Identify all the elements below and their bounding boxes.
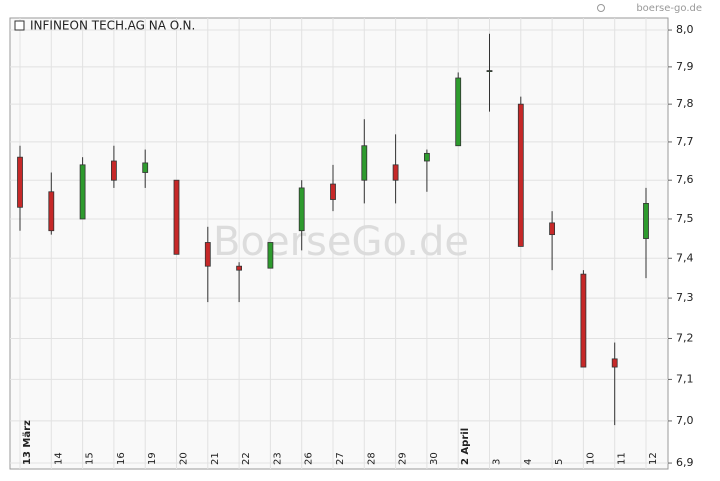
x-tick-label: 28: [366, 452, 377, 465]
candle-body: [455, 77, 462, 147]
x-tick-label: 2 April: [460, 428, 471, 465]
y-tick-label: 7,2: [676, 331, 694, 344]
candle-body: [48, 191, 55, 232]
source-icon: [597, 4, 605, 12]
x-tick-label: 15: [85, 452, 96, 465]
x-tick-label: 23: [272, 452, 283, 465]
x-tick-label: 11: [617, 452, 628, 465]
legend-label: INFINEON TECH.AG NA O.N.: [30, 19, 195, 33]
y-tick-label: 7,4: [676, 251, 694, 264]
candle-body: [79, 164, 86, 220]
y-tick-label: 7,5: [676, 212, 694, 225]
x-tick-label: 26: [304, 452, 315, 465]
candle-body: [486, 70, 493, 72]
source: boerse-go.de: [636, 3, 702, 14]
x-tick-label: 13 März: [22, 420, 33, 465]
x-tick-label: 5: [554, 459, 565, 465]
candle-body: [423, 152, 430, 162]
candle-body: [611, 358, 618, 368]
x-tick-label: 30: [429, 452, 440, 465]
candle-body: [643, 203, 649, 239]
x-tick-label: 27: [335, 452, 346, 465]
candle-body: [330, 183, 336, 200]
y-tick-label: 7,1: [676, 372, 694, 385]
candle-body: [549, 222, 555, 236]
candle-body: [580, 273, 587, 368]
plot-area: [9, 17, 669, 470]
x-tick-label: 12: [648, 452, 659, 465]
y-tick-label: 8,0: [676, 23, 694, 36]
y-tick-label: 7,8: [676, 97, 694, 110]
candle-body: [298, 187, 305, 232]
x-tick-label: 16: [116, 452, 127, 465]
y-tick-label: 7,7: [676, 135, 694, 148]
watermark: BoerseGo.de: [213, 219, 469, 265]
candle-body: [236, 265, 243, 271]
y-tick-label: 7,9: [676, 60, 694, 73]
x-tick-label: 21: [210, 452, 221, 465]
y-tick-label: 7,6: [676, 173, 694, 186]
y-tick-label: 7,3: [676, 291, 694, 304]
candle-body: [361, 145, 368, 181]
y-tick-label: 7,0: [676, 414, 694, 427]
candle-body: [392, 164, 399, 181]
candle-body: [111, 160, 117, 181]
x-tick-label: 22: [241, 452, 252, 465]
x-tick-label: 4: [523, 459, 534, 465]
candle-body: [517, 103, 524, 247]
candle-body: [142, 162, 149, 173]
x-tick-label: 14: [53, 452, 64, 465]
x-tick-label: 10: [585, 452, 596, 465]
x-tick-label: 3: [492, 459, 503, 465]
candle-body: [173, 179, 180, 255]
x-tick-label: 20: [179, 452, 190, 465]
candle-body: [204, 242, 211, 267]
x-tick-label: 29: [398, 452, 409, 465]
x-tick-label: 19: [147, 452, 158, 465]
candle-body: [17, 156, 23, 208]
legend-swatch: [14, 20, 25, 31]
y-tick-label: 6,9: [676, 456, 694, 469]
candle-body: [267, 242, 274, 269]
